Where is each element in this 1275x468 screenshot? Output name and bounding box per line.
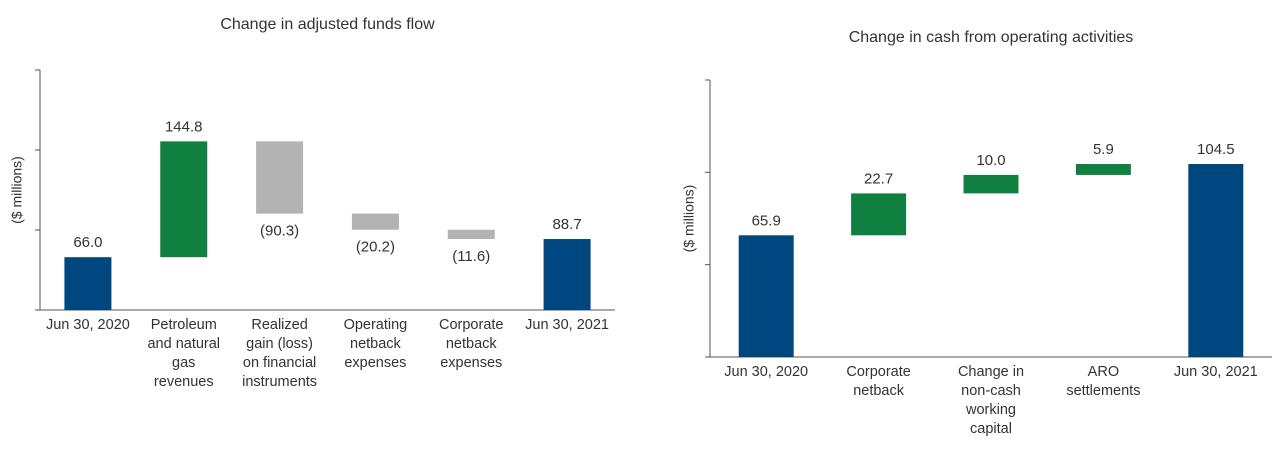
y-axis-label: ($ millions) xyxy=(9,156,25,224)
value-label: 144.8 xyxy=(165,118,203,135)
value-label: (20.2) xyxy=(356,239,395,256)
x-tick-label: Corporate netback expenses xyxy=(439,317,504,371)
value-label: 104.5 xyxy=(1197,141,1235,158)
bar xyxy=(447,229,495,240)
chart-title: Change in adjusted funds flow xyxy=(220,16,435,33)
bar xyxy=(256,141,304,214)
value-label: 66.0 xyxy=(73,234,102,251)
x-tick-label: Change in non-cash working capital xyxy=(957,364,1025,437)
value-label: (90.3) xyxy=(260,223,299,240)
x-tick-label: Corporate netback xyxy=(846,364,911,399)
bar xyxy=(64,257,112,310)
bar xyxy=(160,141,208,258)
value-label: 65.9 xyxy=(752,212,781,229)
value-label: (11.6) xyxy=(452,248,490,265)
bar xyxy=(543,239,591,310)
x-tick-label: Petroleum and natural gas revenues xyxy=(147,317,221,390)
x-tick-label: Operating netback expenses xyxy=(343,317,408,371)
x-tick-label: Jun 30, 2021 xyxy=(525,317,609,333)
value-label: 22.7 xyxy=(864,170,893,187)
value-label: 10.0 xyxy=(976,152,1005,169)
bar xyxy=(1188,164,1244,357)
value-label: 88.7 xyxy=(552,216,581,233)
x-tick-label: Jun 30, 2021 xyxy=(1173,364,1258,380)
chart-title: Change in cash from operating activities xyxy=(849,29,1134,46)
bar xyxy=(351,213,399,230)
x-tick-label: Realized gain (loss) on financial instru… xyxy=(242,317,318,390)
bar xyxy=(1075,164,1131,175)
x-tick-label: Jun 30, 2020 xyxy=(724,364,809,380)
x-tick-label: Jun 30, 2020 xyxy=(45,317,130,333)
bar xyxy=(963,174,1019,194)
bar xyxy=(738,235,794,357)
value-label: 5.9 xyxy=(1093,141,1114,158)
y-axis-label: ($ millions) xyxy=(681,185,697,253)
bar xyxy=(851,193,907,236)
x-tick-label: ARO settlements xyxy=(1066,364,1141,399)
